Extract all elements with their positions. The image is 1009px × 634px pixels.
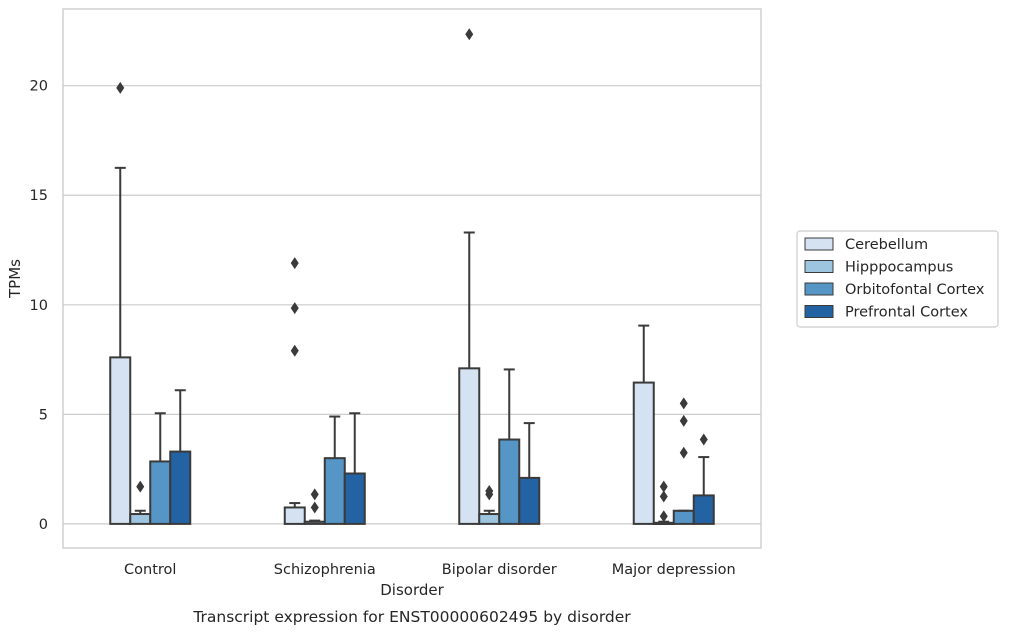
outlier-point	[116, 81, 125, 94]
y-tick-label: 20	[30, 79, 48, 95]
outlier-point	[465, 28, 474, 41]
legend: Cerebellum Hipppocampus Orbitofontal Corte…	[796, 230, 999, 328]
y-tick-label: 0	[39, 517, 48, 533]
x-tick-label: Control	[124, 562, 176, 578]
outlier-point	[310, 501, 319, 514]
y-tick-label: 10	[30, 298, 48, 314]
bar	[672, 509, 695, 525]
bar	[498, 438, 521, 525]
legend-label: Prefrontal Cortex	[845, 305, 968, 321]
bar	[518, 476, 541, 525]
outlier-point	[290, 257, 299, 270]
outlier-point	[699, 433, 708, 446]
outlier-points	[116, 28, 708, 523]
plot-frame	[62, 8, 762, 549]
bar	[303, 520, 326, 525]
chart-caption: Transcript expression for ENST0000060249…	[192, 608, 631, 626]
bar	[149, 460, 172, 525]
legend-swatch	[804, 305, 834, 318]
outlier-point	[136, 480, 145, 493]
x-tick-label: Bipolar disorder	[442, 562, 557, 578]
outlier-point	[290, 344, 299, 357]
y-tick-labels: 0 5 10 15 20	[30, 79, 48, 533]
bar	[458, 367, 481, 525]
x-tick-label: Major depression	[612, 562, 736, 578]
outlier-point	[679, 397, 688, 410]
outlier-point	[310, 488, 319, 501]
bar	[169, 450, 192, 525]
legend-label: Cerebellum	[845, 237, 928, 253]
bar	[632, 381, 655, 525]
bars	[109, 356, 715, 526]
bar	[478, 513, 501, 525]
error-bars	[114, 166, 710, 523]
legend-swatch	[804, 237, 834, 251]
y-axis-title: TPMs	[6, 259, 24, 299]
y-tick-label: 15	[30, 188, 48, 204]
x-tick-label: Schizophrenia	[274, 562, 376, 578]
legend-label: Hipppocampus	[845, 260, 953, 276]
bar	[283, 506, 306, 525]
grid-lines	[63, 85, 761, 525]
bar	[129, 513, 152, 525]
outlier-point	[659, 480, 668, 493]
outlier-point	[679, 414, 688, 427]
bar	[323, 457, 346, 525]
legend-frame	[796, 230, 999, 328]
outlier-point	[679, 446, 688, 459]
x-axis-title: Disorder	[380, 581, 444, 599]
y-tick-label: 5	[39, 407, 48, 423]
legend-swatch	[804, 260, 834, 273]
bar	[109, 356, 132, 525]
x-tick-labels: Control Schizophrenia Bipolar disorder Majo…	[124, 562, 736, 578]
outlier-point	[659, 510, 668, 523]
legend-label: Orbitofontal Cortex	[845, 282, 985, 298]
outlier-point	[290, 302, 299, 315]
bar	[692, 494, 715, 525]
legend-swatch	[804, 282, 834, 296]
bar	[652, 521, 675, 526]
outlier-point	[485, 488, 494, 501]
bar	[343, 472, 366, 525]
outlier-point	[659, 490, 668, 503]
